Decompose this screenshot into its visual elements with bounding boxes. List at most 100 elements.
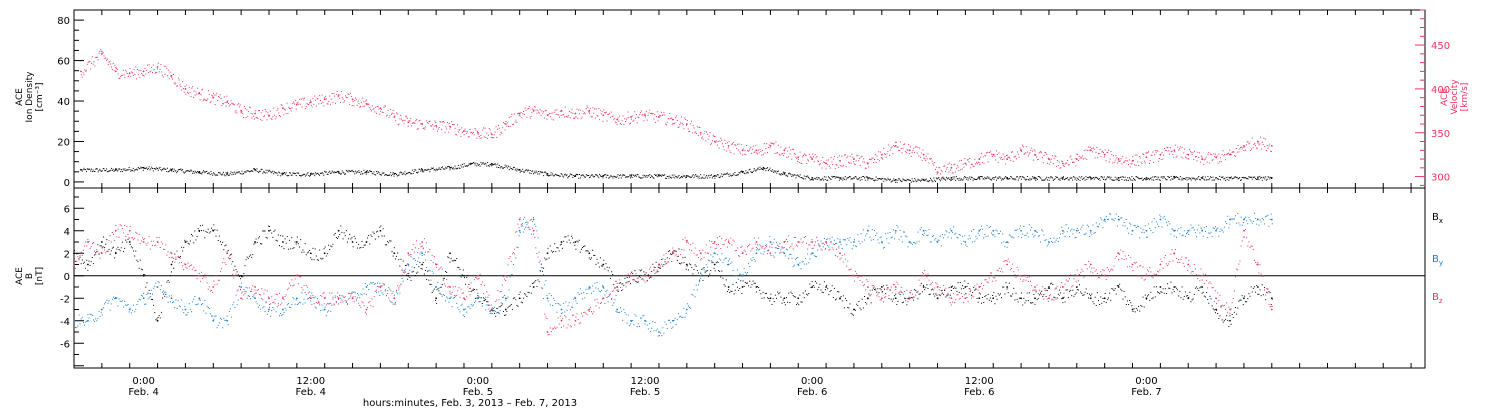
velocity-sample: [396, 112, 398, 114]
density-sample: [201, 173, 203, 175]
velocity-sample: [1162, 158, 1164, 160]
by-sample: [499, 309, 501, 311]
velocity-sample: [715, 141, 717, 143]
density-sample: [385, 174, 387, 176]
density-sample: [226, 174, 228, 176]
velocity-sample: [477, 133, 479, 135]
density-sample: [1029, 177, 1031, 179]
velocity-sample: [389, 115, 391, 117]
by-sample: [489, 312, 491, 314]
bx-sample: [642, 278, 644, 280]
density-sample: [869, 177, 871, 179]
density-sample: [561, 173, 563, 175]
bx-sample: [674, 250, 676, 252]
density-sample: [587, 175, 589, 177]
bx-sample: [644, 274, 646, 276]
bx-sample: [886, 284, 888, 286]
by-sample: [342, 301, 344, 303]
velocity-sample: [411, 123, 413, 125]
density-sample: [323, 174, 325, 176]
velocity-sample: [1051, 158, 1053, 160]
velocity-sample: [116, 68, 118, 70]
bx-sample: [282, 235, 284, 237]
density-sample: [280, 172, 282, 174]
bx-point: [282, 241, 284, 243]
by-sample: [244, 290, 246, 292]
density-sample: [706, 177, 708, 179]
velocity-sample: [813, 161, 815, 163]
velocity-sample: [148, 64, 150, 66]
density-sample: [995, 176, 997, 178]
velocity-sample: [257, 118, 259, 120]
density-sample: [275, 172, 277, 174]
bx-sample: [460, 276, 462, 278]
density-sample: [513, 167, 515, 169]
by-sample: [237, 299, 239, 301]
density-sample: [776, 172, 778, 174]
density-sample: [846, 177, 848, 179]
bx-sample: [751, 284, 753, 286]
velocity-sample: [254, 110, 256, 112]
velocity-sample: [670, 117, 672, 119]
velocity-sample: [898, 149, 900, 151]
density-sample: [189, 170, 191, 172]
density-sample: [911, 178, 913, 180]
density-sample: [597, 175, 599, 177]
by-sample: [111, 298, 113, 300]
density-sample: [1056, 177, 1058, 179]
density-sample: [423, 170, 425, 172]
density-sample: [990, 179, 992, 181]
bx-sample: [474, 288, 476, 290]
velocity-sample: [304, 108, 306, 110]
bx-sample: [1050, 283, 1052, 285]
density-sample: [1135, 176, 1137, 178]
bx-sample: [813, 286, 815, 288]
density-sample: [374, 174, 376, 176]
density-sample: [940, 178, 942, 180]
velocity-sample: [1006, 154, 1008, 156]
density-sample: [396, 175, 398, 177]
velocity-sample: [1147, 152, 1149, 154]
velocity-sample: [192, 86, 194, 88]
density-sample: [1004, 177, 1006, 179]
bx-sample: [1233, 311, 1235, 313]
velocity-sample: [431, 125, 433, 127]
velocity-sample: [684, 117, 686, 119]
bx-sample: [240, 278, 242, 280]
by-sample: [130, 312, 132, 314]
velocity-sample: [1251, 137, 1253, 139]
velocity-sample: [96, 56, 98, 58]
bx-sample: [734, 289, 736, 291]
velocity-sample: [689, 130, 691, 132]
density-sample: [609, 175, 611, 177]
density-sample: [328, 171, 330, 173]
velocity-sample: [1194, 150, 1196, 152]
density-sample: [245, 171, 247, 173]
velocity-sample: [1268, 145, 1270, 147]
velocity-sample: [1198, 156, 1200, 158]
density-sample: [1042, 179, 1044, 181]
bx-sample: [655, 261, 657, 263]
density-sample: [223, 174, 225, 176]
density-sample: [105, 170, 107, 172]
velocity-sample: [1028, 153, 1030, 155]
density-sample: [689, 176, 691, 178]
density-sample: [919, 180, 921, 182]
density-sample: [372, 173, 374, 175]
bx-sample: [315, 255, 317, 257]
bx-sample: [874, 289, 876, 291]
velocity-sample: [385, 105, 387, 107]
velocity-sample: [821, 167, 823, 169]
bx-sample: [623, 284, 625, 286]
velocity-sample: [172, 78, 174, 80]
density-sample: [547, 175, 549, 177]
velocity-sample: [854, 164, 856, 166]
density-sample: [1026, 178, 1028, 180]
density-sample: [683, 175, 685, 177]
by-sample: [545, 280, 547, 282]
density-sample: [548, 175, 550, 177]
density-sample: [367, 172, 369, 174]
velocity-sample: [957, 166, 959, 168]
velocity-sample: [401, 120, 403, 122]
bx-sample: [771, 303, 773, 305]
